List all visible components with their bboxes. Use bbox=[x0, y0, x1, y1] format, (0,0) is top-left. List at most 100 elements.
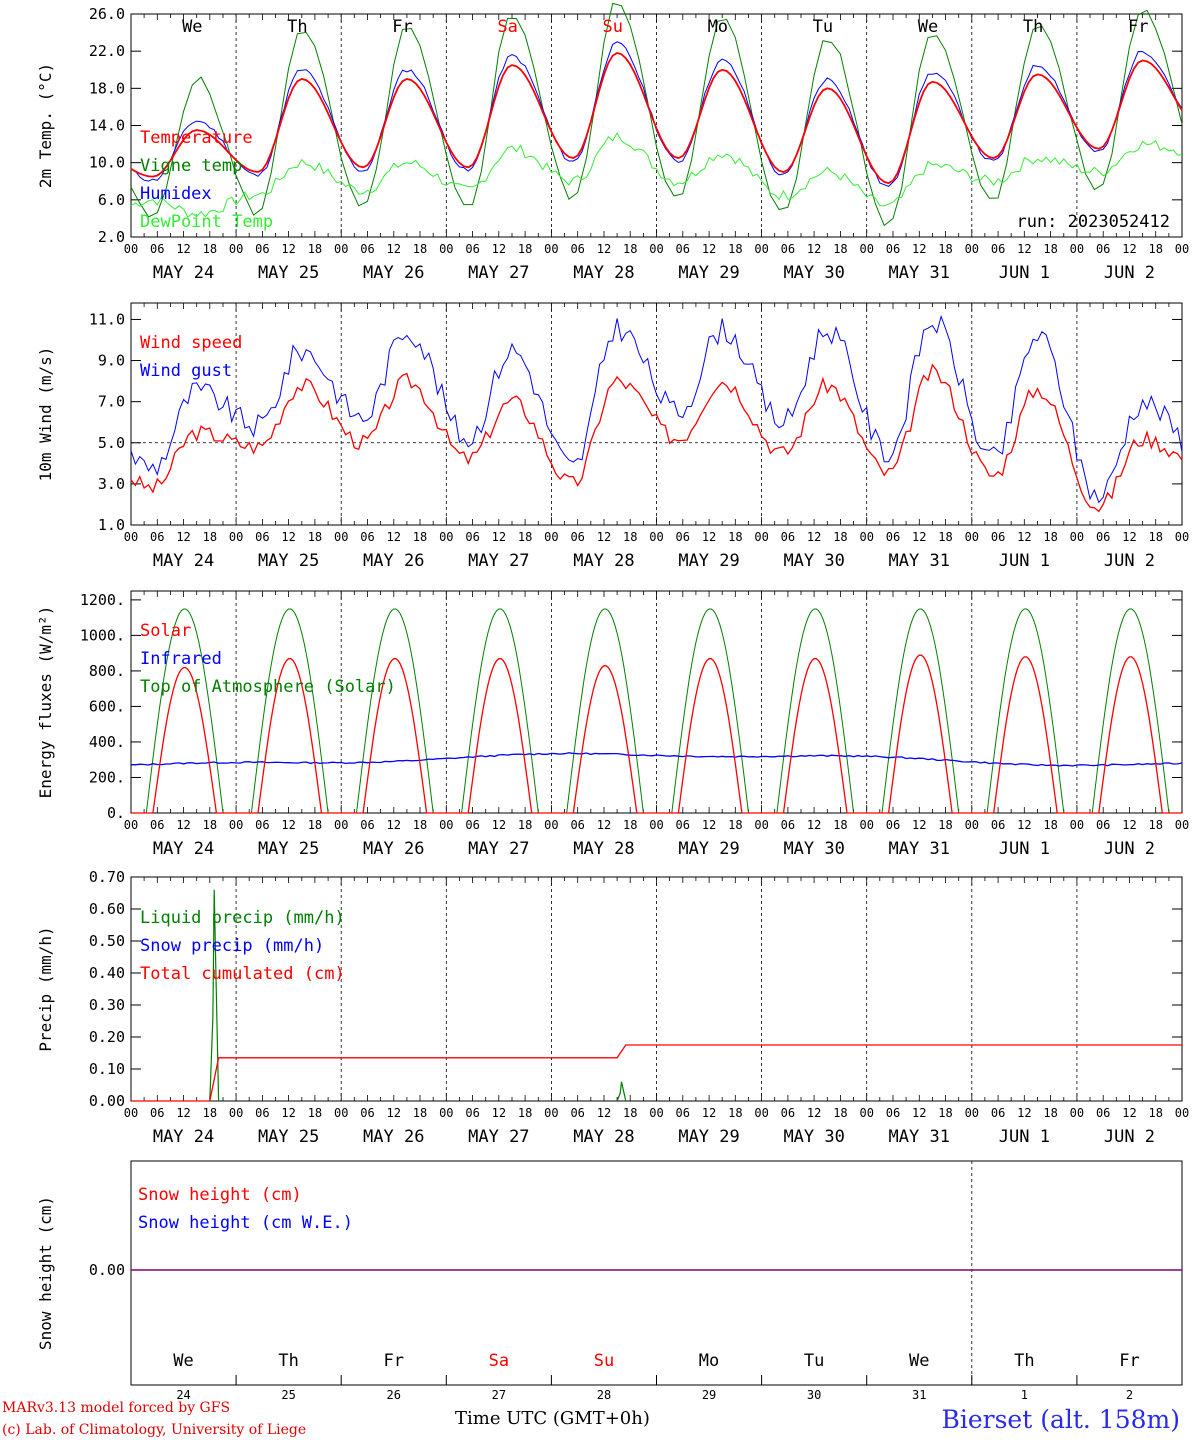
energy-hour-label: 12 bbox=[176, 818, 190, 832]
precip-hour-label: 12 bbox=[387, 1106, 401, 1120]
wind-hour-label: 00 bbox=[439, 530, 453, 544]
precip-hour-label: 06 bbox=[255, 1106, 269, 1120]
snow-weekday-label: Mo bbox=[699, 1351, 719, 1371]
temp-hour-label: 06 bbox=[676, 242, 690, 256]
energy-hour-label: 12 bbox=[807, 818, 821, 832]
precip-hour-label: 12 bbox=[912, 1106, 926, 1120]
precip-ytick-label: 0.10 bbox=[89, 1060, 125, 1078]
snow-weekday-label: We bbox=[909, 1351, 929, 1371]
wind-hour-label: 06 bbox=[1096, 530, 1110, 544]
energy-hour-label: 00 bbox=[544, 818, 558, 832]
precip-ytick-label: 0.30 bbox=[89, 996, 125, 1014]
temp-ytick-label: 2.0 bbox=[98, 228, 125, 246]
snow-day-number: 27 bbox=[492, 1388, 506, 1402]
energy-hour-label: 12 bbox=[702, 818, 716, 832]
energy-hour-label: 00 bbox=[754, 818, 768, 832]
energy-hour-label: 18 bbox=[413, 818, 427, 832]
wind-hour-label: 06 bbox=[360, 530, 374, 544]
temp-hour-label: 06 bbox=[991, 242, 1005, 256]
energy-date-label: MAY 29 bbox=[678, 839, 739, 859]
wind-date-label: MAY 25 bbox=[258, 551, 319, 571]
energy-hour-label: 00 bbox=[649, 818, 663, 832]
precip-hour-label: 00 bbox=[1175, 1106, 1189, 1120]
energy-hour-label: 00 bbox=[334, 818, 348, 832]
wind-hour-label: 06 bbox=[465, 530, 479, 544]
temp-date-label: MAY 26 bbox=[363, 263, 424, 283]
snow-panel: 0.00 Snow height (cm) Snow height (cm) Snow… bbox=[36, 1160, 1183, 1402]
snow-ytick-label: 0.00 bbox=[89, 1261, 125, 1279]
precip-hour-ticks bbox=[130, 877, 1183, 1101]
wind-hour-label: 18 bbox=[203, 530, 217, 544]
energy-hour-label: 12 bbox=[912, 818, 926, 832]
energy-ytick-label: 1000. bbox=[80, 626, 125, 644]
precip-hour-label: 18 bbox=[203, 1106, 217, 1120]
liquid-precip-event bbox=[209, 889, 220, 1102]
temp-hour-label: 18 bbox=[833, 242, 847, 256]
wind-date-label: MAY 31 bbox=[889, 551, 950, 571]
energy-hour-label: 18 bbox=[203, 818, 217, 832]
temp-legend-1: Vigne temp bbox=[140, 156, 242, 176]
wind-ytick-label: 3.0 bbox=[98, 475, 125, 493]
energy-hour-label: 12 bbox=[492, 818, 506, 832]
snow-day-ticks bbox=[130, 1375, 1183, 1385]
wind-ytick-label: 11.0 bbox=[89, 310, 125, 328]
temp-hour-label: 18 bbox=[518, 242, 532, 256]
precip-hour-label: 00 bbox=[124, 1106, 138, 1120]
energy-date-label: MAY 27 bbox=[468, 839, 529, 859]
temp-hour-label: 12 bbox=[807, 242, 821, 256]
wind-ylabel: 10m Wind (m/s) bbox=[36, 347, 55, 482]
temperature-line bbox=[130, 52, 1183, 185]
infrared-line bbox=[130, 752, 1183, 767]
temp-hour-label: 12 bbox=[912, 242, 926, 256]
energy-legend-0: Solar bbox=[140, 621, 191, 641]
temp-hour-label: 00 bbox=[334, 242, 348, 256]
energy-hour-label: 00 bbox=[965, 818, 979, 832]
total-cumulated-line bbox=[131, 1044, 1182, 1102]
temp-ytick-label: 18.0 bbox=[89, 79, 125, 97]
temp-date-label: MAY 31 bbox=[889, 263, 950, 283]
precip-hour-label: 06 bbox=[991, 1106, 1005, 1120]
energy-hour-label: 18 bbox=[623, 818, 637, 832]
wind-hour-label: 12 bbox=[702, 530, 716, 544]
temp-weekday-label: Fr bbox=[392, 17, 412, 37]
wind-hour-label: 00 bbox=[229, 530, 243, 544]
snow-day-number: 26 bbox=[387, 1388, 401, 1402]
energy-ytick-label: 400. bbox=[89, 733, 125, 751]
temp-hour-label: 00 bbox=[649, 242, 663, 256]
temp-legend-2: Humidex bbox=[140, 184, 212, 204]
wind-hour-label: 00 bbox=[1070, 530, 1084, 544]
temp-weekday-label: We bbox=[182, 17, 202, 37]
precip-ytick-label: 0.00 bbox=[89, 1092, 125, 1110]
precip-date-label: MAY 27 bbox=[468, 1127, 529, 1147]
precip-hour-label: 12 bbox=[281, 1106, 295, 1120]
precip-hour-label: 18 bbox=[413, 1106, 427, 1120]
temp-ytick-label: 6.0 bbox=[98, 191, 125, 209]
precip-date-label: MAY 25 bbox=[258, 1127, 319, 1147]
temp-hour-label: 18 bbox=[413, 242, 427, 256]
precip-hour-label: 12 bbox=[807, 1106, 821, 1120]
temp-legend-3: DewPoint Temp bbox=[140, 212, 273, 232]
temp-ytick-label: 22.0 bbox=[89, 42, 125, 60]
temp-date-label: MAY 24 bbox=[153, 263, 214, 283]
wind-hour-label: 00 bbox=[754, 530, 768, 544]
energy-date-label: MAY 24 bbox=[153, 839, 214, 859]
energy-hour-label: 06 bbox=[465, 818, 479, 832]
temp-date-label: JUN 2 bbox=[1104, 263, 1155, 283]
temp-hour-label: 12 bbox=[702, 242, 716, 256]
snow-legend-1: Snow height (cm W.E.) bbox=[138, 1213, 353, 1233]
precip-ytick-label: 0.60 bbox=[89, 900, 125, 918]
snow-weekday-label: Th bbox=[1014, 1351, 1034, 1371]
wind-hour-label: 18 bbox=[833, 530, 847, 544]
precip-hour-label: 06 bbox=[360, 1106, 374, 1120]
temp-weekday-label: Su bbox=[602, 17, 622, 37]
panels: 26.0 22.0 18.0 14.0 10.0 6.0 2.0 2m Temp. (°C) 0… bbox=[36, 2, 1189, 1402]
energy-hour-label: 12 bbox=[1017, 818, 1031, 832]
energy-hour-label: 06 bbox=[676, 818, 690, 832]
energy-ytick-label: 0. bbox=[107, 804, 125, 822]
wind-panel: 11.0 9.0 7.0 5.0 3.0 1.0 10m Wind (m/s) 00 06 12 1… bbox=[36, 302, 1189, 571]
precip-hour-label: 06 bbox=[150, 1106, 164, 1120]
energy-hour-label: 06 bbox=[781, 818, 795, 832]
precip-hour-label: 06 bbox=[781, 1106, 795, 1120]
precip-date-label: JUN 1 bbox=[999, 1127, 1050, 1147]
precip-date-label: MAY 24 bbox=[153, 1127, 214, 1147]
